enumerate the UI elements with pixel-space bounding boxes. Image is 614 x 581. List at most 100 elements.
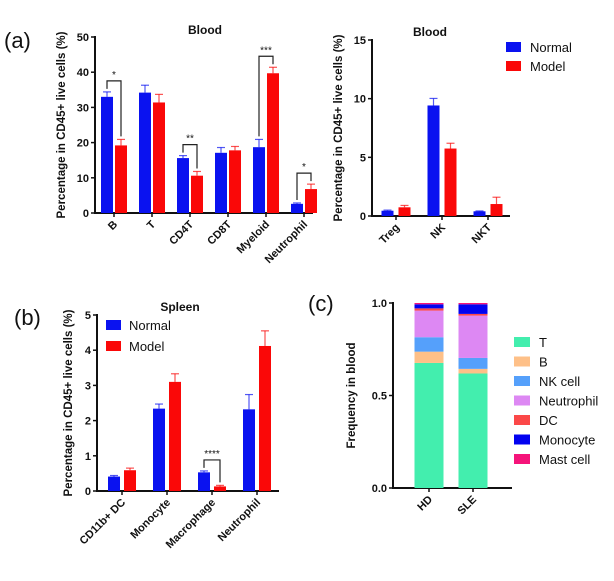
legend-swatch	[514, 337, 530, 347]
legend-label: NK cell	[539, 374, 580, 389]
chart-title: Spleen	[160, 300, 199, 314]
x-tick-label: CD4T	[167, 218, 196, 247]
legend-label: Normal	[530, 40, 572, 55]
stacked-segment-dc	[414, 308, 444, 311]
significance-marker: *	[302, 162, 306, 173]
x-tick-label: T	[145, 218, 158, 231]
x-tick-label: CD11b+ DC	[77, 497, 128, 548]
stacked-segment-nk-cell	[458, 357, 488, 369]
x-tick-label: SLE	[455, 494, 479, 518]
y-tick-label: 40	[77, 67, 89, 79]
chart-frequency-stacked: 0.0 0.5 1.0 Frequency in blood HD SLE TB NK cel…	[346, 298, 598, 517]
bar-normal	[108, 476, 120, 491]
panel-label-c: (c)	[308, 291, 334, 316]
bar-model	[191, 175, 203, 213]
legend-label: Model	[129, 339, 165, 354]
y-axis-label: Percentage in CD45+ live cells (%)	[63, 309, 75, 496]
stacked-segment-neutrophil	[414, 310, 444, 338]
legend-swatch-normal	[506, 42, 521, 52]
y-axis-label: Percentage in CD45+ live cells (%)	[333, 34, 345, 221]
legend-label: T	[539, 335, 547, 350]
x-tick-label: Neutrophil	[216, 497, 263, 544]
stacked-segment-b	[414, 351, 444, 363]
x-tick-label: Myeloid	[235, 219, 272, 256]
stacked-segment-monocyte	[458, 304, 488, 314]
stacked-segment-t	[458, 373, 488, 488]
significance-marker: ****	[204, 449, 220, 460]
legend-label: Model	[530, 59, 566, 74]
y-tick-label: 0.5	[372, 391, 387, 403]
x-tick-label: Treg	[377, 222, 402, 247]
stacked-segment-monocyte	[414, 304, 444, 309]
bar-normal	[427, 105, 440, 216]
y-tick-label: 20	[77, 138, 89, 150]
bar-normal	[215, 152, 227, 213]
bar-model	[305, 189, 317, 213]
legend-swatch	[514, 395, 530, 406]
stacked-segment-neutrophil	[458, 315, 488, 358]
y-tick-label: 3	[85, 380, 91, 392]
significance-bracket	[296, 172, 312, 200]
legend-label: Neutrophil	[539, 394, 598, 409]
bar-model	[398, 207, 411, 216]
y-axis-label: Percentage in CD45+ live cells (%)	[56, 31, 68, 218]
bar-normal	[291, 203, 303, 213]
bar-normal	[198, 472, 210, 491]
panel-label-b: (b)	[14, 305, 41, 330]
y-tick-label: 0	[83, 208, 89, 220]
bar-model	[124, 470, 136, 491]
bar-normal	[139, 92, 151, 213]
x-tick-label: Monocyte	[128, 497, 173, 542]
chart-blood-main: 0 10 20 30 40 50 Percentage in CD45+ live cell…	[56, 23, 317, 266]
y-tick-label: 15	[354, 35, 366, 47]
bar-model	[444, 148, 457, 216]
bar-normal	[153, 408, 165, 491]
significance-marker: **	[186, 134, 194, 145]
legend-swatch	[514, 356, 530, 367]
significance-bracket	[203, 459, 221, 483]
legend-label: Monocyte	[539, 433, 595, 448]
bar-model	[214, 486, 226, 491]
bar-model	[153, 102, 165, 213]
legend-label: B	[539, 355, 548, 370]
legend-swatch	[514, 376, 530, 386]
stacked-segment-t	[414, 362, 444, 488]
legend-label: DC	[539, 413, 558, 428]
x-tick-label: HD	[415, 494, 435, 514]
panel-label-a: (a)	[4, 28, 31, 53]
bar-model	[490, 204, 503, 216]
y-tick-label: 1.0	[372, 298, 387, 310]
bar-model	[267, 73, 279, 213]
legend-swatch	[514, 454, 530, 464]
stacked-segment-nk-cell	[414, 337, 444, 352]
y-tick-label: 10	[77, 173, 89, 185]
bar-normal	[381, 210, 394, 216]
y-tick-label: 1	[85, 451, 91, 463]
bar-model	[259, 345, 271, 491]
y-tick-label: 2	[85, 416, 91, 428]
chart-title: Blood	[413, 25, 447, 39]
significance-bracket	[106, 80, 122, 137]
y-tick-label: 0	[85, 486, 91, 498]
significance-marker: *	[112, 70, 116, 81]
bar-normal	[253, 147, 265, 213]
bar-normal	[243, 409, 255, 491]
legend-label: Normal	[129, 318, 171, 333]
stacked-segment-mast-cell	[458, 303, 488, 305]
y-tick-label: 5	[85, 310, 91, 322]
y-tick-label: 50	[77, 32, 89, 44]
legend-swatch	[514, 415, 530, 425]
x-tick-label: NK	[428, 222, 448, 242]
legend-swatch	[514, 434, 530, 445]
significance-bracket	[258, 55, 274, 137]
significance-marker: ***	[260, 45, 272, 56]
bar-model	[115, 145, 127, 213]
y-axis-label: Frequency in blood	[346, 342, 358, 448]
bar-model	[169, 381, 181, 491]
y-tick-label: 0	[360, 211, 366, 223]
y-tick-label: 5	[360, 152, 366, 164]
y-tick-label: 4	[85, 345, 92, 357]
legend-label: Mast cell	[539, 452, 590, 467]
stacked-segment-dc	[458, 313, 488, 316]
y-tick-label: 30	[77, 102, 89, 114]
